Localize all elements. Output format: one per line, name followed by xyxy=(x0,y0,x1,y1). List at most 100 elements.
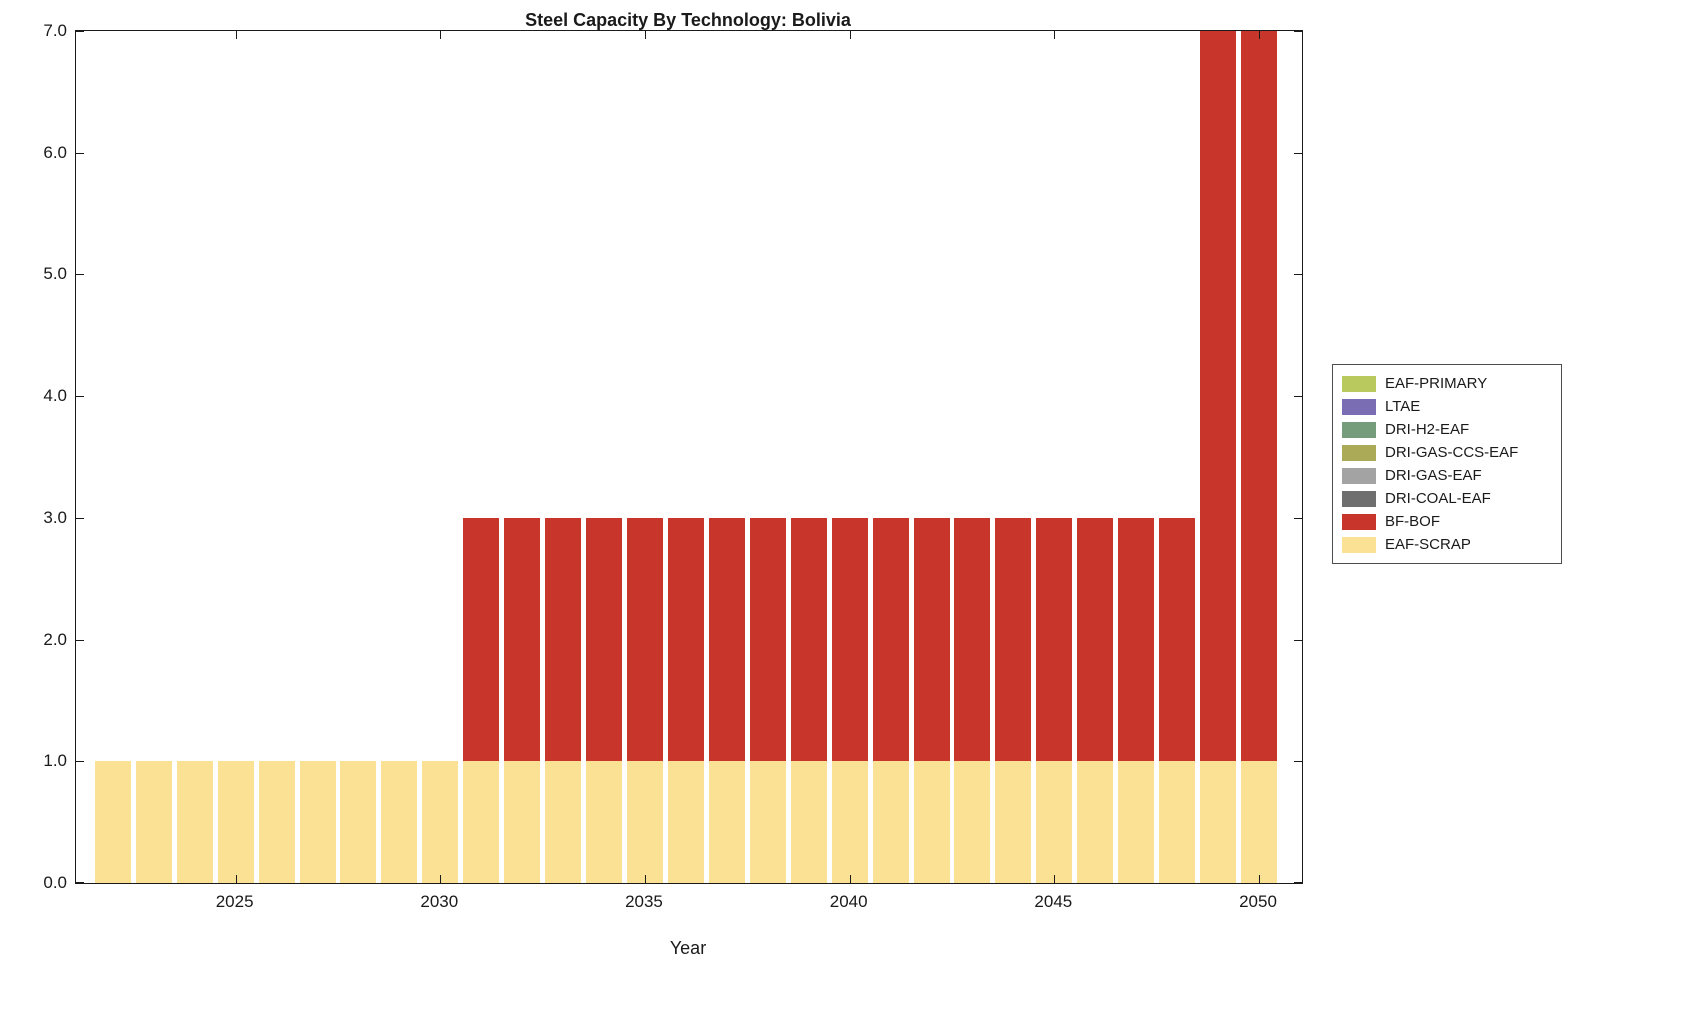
y-tick-label: 5.0 xyxy=(43,264,67,284)
y-tick-mark xyxy=(76,761,84,763)
y-tick-mark-right xyxy=(1294,396,1302,398)
y-tick-mark-right xyxy=(1294,31,1302,32)
legend-label: EAF-PRIMARY xyxy=(1385,375,1488,392)
plot-area xyxy=(75,30,1303,884)
bar-2050-bf-bof-segment xyxy=(1241,31,1278,762)
bar-2038-bf-bof-segment xyxy=(749,517,786,762)
bar-2032-eaf-scrap-segment xyxy=(504,761,541,883)
bar-2038-eaf-scrap-segment xyxy=(749,761,786,883)
bar-2047-eaf-scrap-segment xyxy=(1118,761,1155,883)
legend-label: DRI-GAS-EAF xyxy=(1385,467,1482,484)
bar-2036-eaf-scrap-segment xyxy=(667,761,704,883)
y-tick-mark xyxy=(76,396,84,398)
y-tick-label: 7.0 xyxy=(43,21,67,40)
y-tick-label: 4.0 xyxy=(43,386,67,406)
legend-entry-ltae: LTAE xyxy=(1342,395,1552,418)
y-tick-mark xyxy=(76,882,84,883)
legend-swatch-icon xyxy=(1342,421,1376,438)
bar-2032-bf-bof-segment xyxy=(504,517,541,762)
bar-2040-eaf-scrap-segment xyxy=(831,761,868,883)
x-tick-mark xyxy=(1259,875,1261,883)
bar-2045-eaf-scrap-segment xyxy=(1036,761,1073,883)
legend-label: LTAE xyxy=(1385,398,1421,415)
legend-entry-eaf-primary: EAF-PRIMARY xyxy=(1342,372,1552,395)
bar-2049-bf-bof-segment xyxy=(1200,31,1237,762)
x-tick-mark-top xyxy=(1259,31,1261,39)
y-tick-label: 3.0 xyxy=(43,507,67,527)
y-tick-mark xyxy=(76,639,84,641)
x-tick-mark xyxy=(235,875,237,883)
legend-swatch-icon xyxy=(1342,398,1376,415)
x-tick-mark-top xyxy=(644,31,646,39)
x-tick-mark xyxy=(644,875,646,883)
legend-label: BF-BOF xyxy=(1385,513,1440,530)
bar-2046-bf-bof-segment xyxy=(1077,517,1114,762)
bar-2040-bf-bof-segment xyxy=(831,517,868,762)
legend-swatch-icon xyxy=(1342,513,1376,530)
bar-2041-bf-bof-segment xyxy=(872,517,909,762)
bar-2023-eaf-scrap-segment xyxy=(135,761,172,883)
bar-2037-bf-bof-segment xyxy=(708,517,745,762)
x-tick-label: 2025 xyxy=(215,892,254,911)
chart-title: Steel Capacity By Technology: Bolivia xyxy=(525,10,851,30)
y-tick-label: 6.0 xyxy=(43,142,67,162)
bar-2036-bf-bof-segment xyxy=(667,517,704,762)
legend-swatch-icon xyxy=(1342,444,1376,461)
y-tick-label: 0.0 xyxy=(43,873,67,892)
y-tick-mark-right xyxy=(1294,274,1302,276)
bar-2049-eaf-scrap-segment xyxy=(1200,761,1237,883)
legend-label: EAF-SCRAP xyxy=(1385,536,1471,553)
x-tick-label: 2035 xyxy=(625,892,663,911)
y-tick-mark-right xyxy=(1294,152,1302,154)
legend-entry-dri-gas-eaf: DRI-GAS-EAF xyxy=(1342,464,1552,487)
bar-2046-eaf-scrap-segment xyxy=(1077,761,1114,883)
y-tick-mark xyxy=(76,31,84,32)
legend-swatch-icon xyxy=(1342,536,1376,553)
y-tick-label: 2.0 xyxy=(43,629,67,649)
y-tick-label: 1.0 xyxy=(43,751,67,771)
x-tick-mark xyxy=(440,875,442,883)
x-tick-label: 2050 xyxy=(1239,892,1277,911)
legend-swatch-icon xyxy=(1342,375,1376,392)
y-tick-mark xyxy=(76,152,84,154)
bar-2028-eaf-scrap-segment xyxy=(340,761,377,883)
x-axis-label: Year xyxy=(669,938,707,958)
x-tick-label: 2045 xyxy=(1034,892,1073,911)
bar-2033-bf-bof-segment xyxy=(545,517,582,762)
bar-2027-eaf-scrap-segment xyxy=(299,761,336,883)
bar-2050-eaf-scrap-segment xyxy=(1241,761,1278,883)
x-tick-mark xyxy=(1054,875,1056,883)
x-tick-mark-top xyxy=(1054,31,1056,39)
x-tick-label: 2030 xyxy=(420,892,459,911)
bar-2022-eaf-scrap-segment xyxy=(94,761,131,883)
y-tick-mark-right xyxy=(1294,882,1302,883)
legend: EAF-PRIMARY LTAE DRI-H2-EAF DRI-GAS-CCS-EAF… xyxy=(1332,364,1562,564)
x-tick-mark xyxy=(849,875,851,883)
legend-entry-eaf-scrap: EAF-SCRAP xyxy=(1342,533,1552,556)
bar-2042-eaf-scrap-segment xyxy=(913,761,950,883)
bar-2047-bf-bof-segment xyxy=(1118,517,1155,762)
bar-2029-eaf-scrap-segment xyxy=(381,761,418,883)
bar-2041-eaf-scrap-segment xyxy=(872,761,909,883)
bar-2026-eaf-scrap-segment xyxy=(258,761,295,883)
bar-2024-eaf-scrap-segment xyxy=(176,761,213,883)
legend-label: DRI-COAL-EAF xyxy=(1385,490,1491,507)
legend-entry-dri-h2-eaf: DRI-H2-EAF xyxy=(1342,418,1552,441)
legend-swatch-icon xyxy=(1342,467,1376,484)
bar-2033-eaf-scrap-segment xyxy=(545,761,582,883)
x-tick-mark-top xyxy=(440,31,442,39)
bar-2043-eaf-scrap-segment xyxy=(954,761,991,883)
x-tick-mark-top xyxy=(849,31,851,39)
bar-2030-eaf-scrap-segment xyxy=(422,761,459,883)
bar-2039-bf-bof-segment xyxy=(790,517,827,762)
bar-2044-bf-bof-segment xyxy=(995,517,1032,762)
legend-entry-dri-gas-ccs-eaf: DRI-GAS-CCS-EAF xyxy=(1342,441,1552,464)
bar-2035-bf-bof-segment xyxy=(626,517,663,762)
y-tick-mark xyxy=(76,517,84,519)
y-tick-mark-right xyxy=(1294,517,1302,519)
y-tick-mark-right xyxy=(1294,639,1302,641)
bar-2025-eaf-scrap-segment xyxy=(217,761,254,883)
legend-swatch-icon xyxy=(1342,490,1376,507)
bar-2048-bf-bof-segment xyxy=(1159,517,1196,762)
